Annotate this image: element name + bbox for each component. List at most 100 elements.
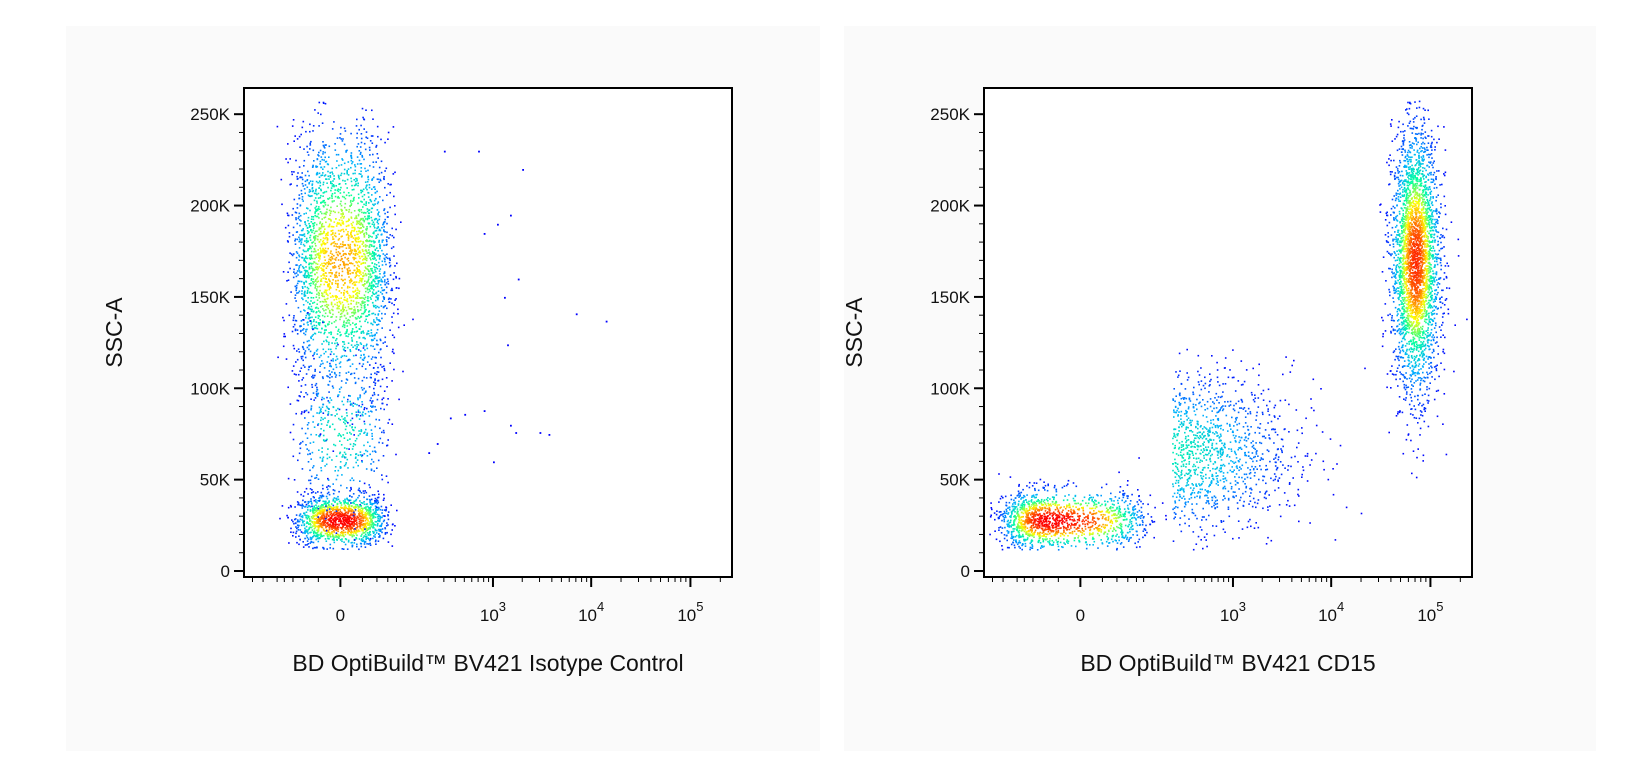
data-point (319, 371, 321, 373)
data-point (299, 176, 301, 179)
data-point (317, 208, 320, 210)
data-point (309, 142, 311, 145)
data-point (338, 183, 340, 185)
data-point (310, 398, 312, 400)
data-point (355, 275, 357, 277)
data-point (376, 328, 379, 331)
data-point (319, 149, 322, 152)
data-point (336, 304, 339, 306)
data-point (314, 242, 316, 245)
data-point (354, 217, 356, 220)
data-point (378, 306, 380, 309)
data-point (336, 533, 339, 535)
data-point (357, 238, 359, 241)
data-point (333, 512, 335, 515)
data-point (375, 539, 377, 542)
data-point (351, 423, 354, 425)
data-point (310, 337, 312, 340)
x-axis-title: BD OptiBuild™ BV421 Isotype Control (292, 650, 683, 676)
data-point (320, 491, 323, 494)
data-point (345, 194, 348, 197)
data-point (343, 326, 346, 329)
data-point (296, 491, 299, 493)
data-point (378, 515, 381, 518)
data-point (330, 233, 333, 236)
data-point (367, 278, 370, 280)
data-point (377, 496, 380, 499)
data-point (369, 154, 371, 156)
data-point (292, 455, 295, 458)
data-point (361, 413, 364, 416)
data-point (305, 503, 308, 506)
data-point (335, 355, 338, 358)
data-point (371, 188, 373, 190)
data-point (326, 514, 329, 516)
data-point (354, 172, 356, 175)
data-point (331, 272, 333, 275)
data-point (290, 291, 292, 293)
data-point (308, 266, 311, 269)
data-point (353, 257, 356, 260)
data-point (1077, 526, 1079, 529)
data-point (322, 495, 325, 498)
data-point (330, 259, 332, 262)
data-point (342, 279, 344, 282)
data-point (323, 502, 326, 505)
data-point (1060, 522, 1063, 524)
data-point (358, 290, 361, 293)
data-point (334, 211, 336, 214)
data-point (337, 495, 339, 498)
data-point (391, 523, 394, 526)
data-point (328, 341, 330, 344)
data-point (343, 263, 345, 265)
data-point (364, 283, 366, 285)
data-point (365, 508, 367, 511)
data-point (325, 505, 327, 508)
data-point (315, 520, 318, 523)
data-point (359, 223, 361, 226)
data-point (387, 138, 389, 140)
data-point (356, 545, 358, 548)
data-point (356, 261, 358, 264)
data-point (343, 343, 346, 345)
data-point (374, 378, 376, 380)
data-point (372, 509, 375, 511)
data-point (316, 546, 318, 548)
data-point (378, 211, 380, 213)
data-point (319, 509, 322, 512)
data-point (295, 300, 297, 302)
data-point (310, 336, 312, 338)
data-point (321, 327, 323, 330)
data-point (296, 329, 299, 331)
data-point (339, 513, 342, 516)
data-point (398, 287, 400, 290)
data-point (330, 399, 333, 401)
data-point (314, 384, 317, 387)
data-point (372, 285, 375, 288)
data-point (371, 312, 373, 315)
data-point (336, 301, 339, 304)
data-point (346, 320, 349, 322)
data-point (338, 520, 341, 522)
data-point (342, 454, 344, 456)
data-point (1043, 517, 1046, 519)
data-point (354, 238, 356, 241)
data-point (341, 528, 343, 530)
data-point (362, 532, 364, 534)
data-point (337, 526, 339, 529)
data-point (333, 265, 336, 267)
data-point (382, 253, 385, 255)
data-point (356, 305, 359, 308)
data-point (1087, 526, 1090, 529)
data-point (376, 190, 378, 193)
data-point (349, 443, 352, 446)
data-point (345, 332, 348, 334)
data-point (314, 477, 316, 479)
data-point (317, 154, 319, 156)
data-point (323, 332, 325, 335)
data-point (335, 245, 337, 248)
data-point (342, 520, 345, 522)
data-point (342, 213, 344, 215)
data-point (1111, 503, 1114, 506)
data-point (377, 290, 380, 292)
